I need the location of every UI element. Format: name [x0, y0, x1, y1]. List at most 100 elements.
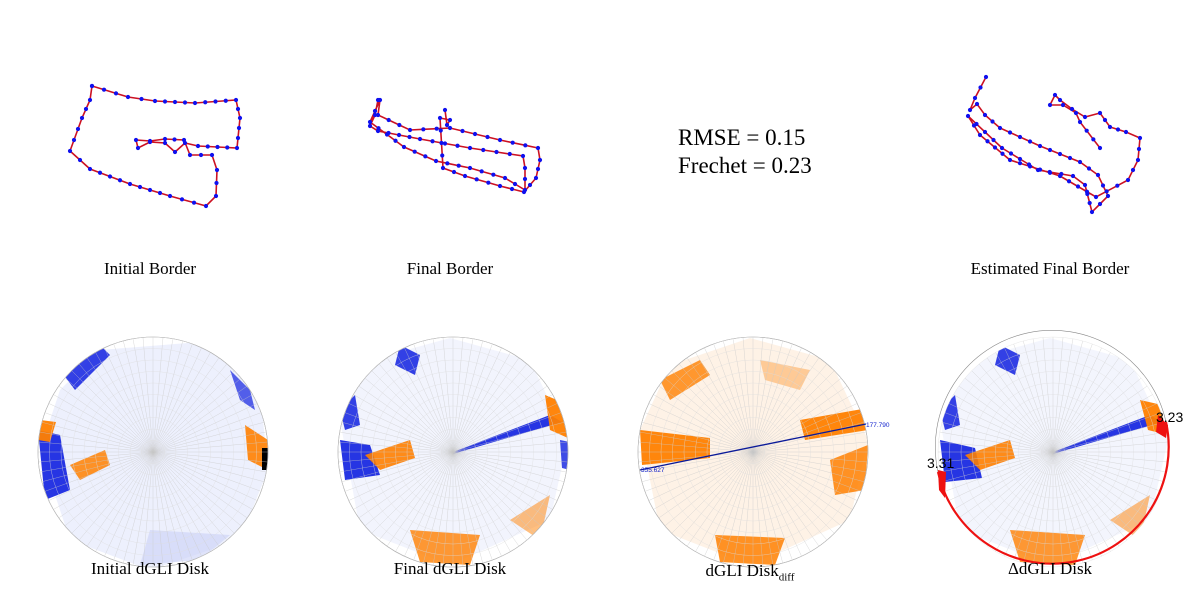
blue-region	[940, 440, 982, 482]
border-point	[974, 101, 980, 107]
blue-band	[453, 415, 562, 454]
border-point	[135, 145, 141, 151]
border-point	[393, 138, 398, 143]
border-point	[407, 134, 412, 140]
border-point	[214, 167, 220, 173]
border-point	[179, 197, 185, 202]
border-point	[421, 127, 426, 132]
border-point	[235, 106, 241, 112]
border-point	[512, 181, 518, 187]
border-point	[1135, 157, 1141, 163]
border-point	[79, 115, 85, 121]
border-point	[89, 83, 95, 89]
border-point	[172, 149, 178, 155]
border-point	[437, 115, 443, 121]
border-point	[971, 123, 977, 128]
border-point	[147, 138, 153, 144]
border-point	[486, 180, 491, 185]
border-point	[1037, 143, 1043, 149]
border-point	[367, 123, 373, 129]
border-point	[991, 137, 996, 143]
border-point	[522, 176, 528, 182]
border-point	[172, 137, 177, 142]
border-point	[157, 190, 163, 196]
border-point	[1073, 110, 1079, 116]
final-border-caption: Final Border	[406, 259, 494, 278]
black-region	[262, 448, 268, 470]
border-point	[401, 144, 407, 150]
border-point	[225, 145, 230, 150]
border-point	[1047, 102, 1053, 108]
border-point	[113, 91, 119, 96]
orange-region	[800, 408, 868, 440]
border-point	[1130, 167, 1136, 173]
border-point	[215, 144, 220, 150]
border-point	[1007, 157, 1013, 163]
border-point	[1102, 117, 1108, 123]
border-point	[1084, 189, 1090, 194]
border-point	[978, 85, 983, 90]
border-point	[507, 151, 512, 157]
border-point	[162, 99, 168, 104]
border-point	[1087, 200, 1092, 206]
border-point	[205, 144, 210, 149]
orange-region	[660, 360, 710, 400]
border-point	[1069, 106, 1075, 112]
border-point	[192, 100, 198, 106]
border-point	[1082, 114, 1088, 120]
border-point	[1008, 151, 1014, 156]
border-point	[433, 158, 439, 164]
border-point	[87, 97, 93, 103]
orange-region	[410, 530, 480, 565]
border-point	[198, 152, 204, 158]
border-point	[101, 87, 107, 92]
red-wedge-right	[1156, 415, 1168, 438]
border-point	[234, 145, 240, 151]
blue-region	[340, 395, 360, 430]
border-point	[1115, 127, 1121, 132]
orange-region	[640, 430, 710, 465]
border-point	[1077, 119, 1083, 125]
border-point	[1067, 155, 1073, 161]
border-point	[71, 137, 77, 143]
border-point	[434, 126, 439, 131]
border-curve	[69, 85, 241, 207]
orange-region	[760, 360, 810, 390]
blue-band	[1053, 415, 1162, 454]
border-point	[990, 119, 995, 124]
border-point	[965, 113, 971, 119]
border-point	[1107, 124, 1113, 130]
diff-disk-caption: dGLI Diskdiff	[600, 561, 900, 583]
border-point	[376, 126, 381, 131]
border-point	[367, 119, 373, 125]
border-point	[447, 117, 453, 123]
delta-dgli-disk: 3.23 3.31	[927, 330, 1183, 568]
border-point	[972, 95, 978, 101]
border-point	[520, 153, 526, 159]
border-point	[467, 145, 473, 151]
border-point	[67, 148, 73, 154]
delta-red-arc	[936, 421, 1170, 565]
initial-border-plot	[67, 83, 243, 209]
border-point	[509, 186, 515, 192]
border-point	[1125, 177, 1131, 183]
border-point	[460, 128, 465, 134]
blue-region	[230, 370, 255, 410]
border-point	[1123, 129, 1129, 135]
border-point	[167, 193, 173, 199]
final-disk-caption: Final dGLI Disk	[393, 559, 507, 578]
delta-right-value: 3.23	[1156, 409, 1183, 425]
border-point	[1084, 128, 1089, 133]
border-point	[137, 184, 143, 190]
rmse-text: RMSE = 0.15	[678, 125, 806, 150]
border-point	[162, 136, 168, 142]
delta-disk-caption: ΔdGLI Disk	[1007, 559, 1093, 578]
border-point	[479, 169, 484, 174]
border-point	[237, 115, 243, 121]
border-point	[510, 140, 515, 145]
border-point	[117, 178, 123, 183]
border-point	[407, 127, 413, 133]
disk-grid	[37, 336, 269, 568]
border-point	[1137, 135, 1143, 141]
border-point	[447, 125, 453, 131]
